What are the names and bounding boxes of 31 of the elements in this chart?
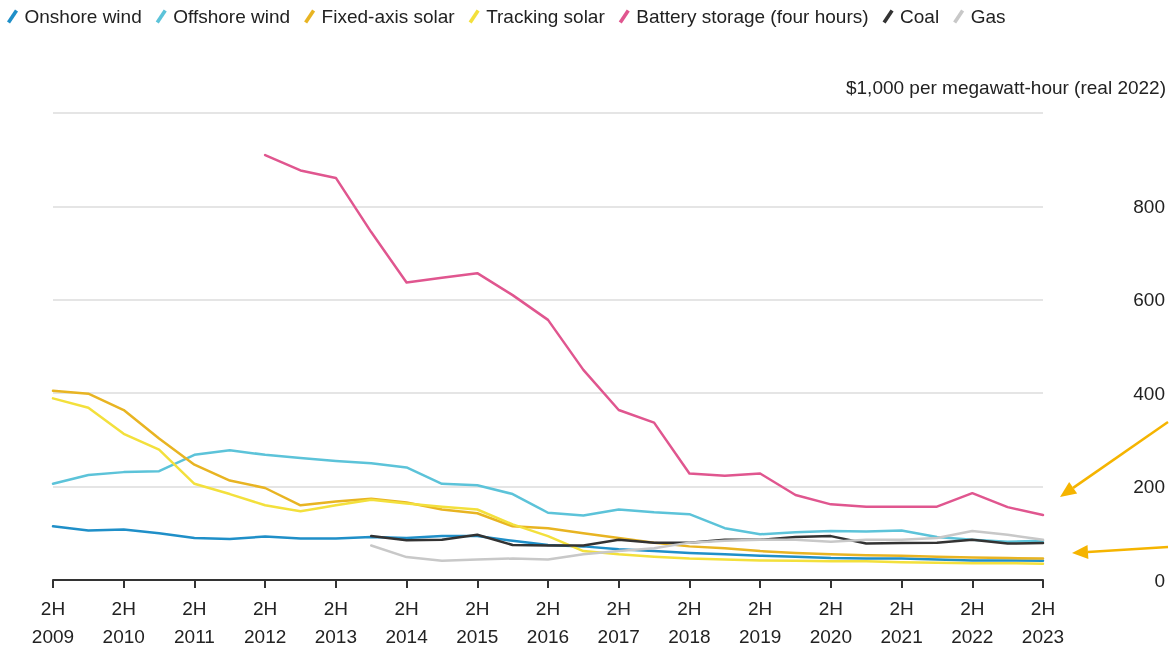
x-tick-label: 2H 2009 (31, 597, 75, 647)
legend-label: Fixed-axis solar (321, 6, 456, 27)
legend-label: Offshore wind (173, 6, 291, 27)
y-tick-label: 800 (1133, 195, 1165, 217)
y-tick-label: 0 (1154, 569, 1165, 591)
y-tick-label: 400 (1133, 382, 1165, 404)
legend-label: Coal (900, 6, 940, 27)
y-axis-title: $1,000 per megawatt-hour (real 2022) (845, 77, 1167, 98)
x-tick-label: 2H 2023 (1021, 597, 1065, 647)
x-tick-label: 2H 2021 (880, 597, 923, 647)
x-tick-label: 2H 2014 (385, 597, 429, 647)
line-series (369, 529, 1045, 563)
legend-label: Battery storage (four hours) (636, 6, 869, 27)
legend-label: Onshore wind (24, 6, 142, 27)
legend-label: Tracking solar (486, 6, 606, 27)
y-tick-label: 200 (1133, 476, 1165, 498)
x-tick-label: 2H 2017 (597, 597, 640, 647)
y-tick-label: 600 (1133, 289, 1165, 311)
x-tick-label: 2H 2019 (739, 597, 782, 647)
x-tick-label: 2H 2012 (244, 597, 287, 647)
x-tick-label: 2H 2022 (951, 597, 994, 647)
x-tick-label: 2H 2018 (668, 597, 711, 647)
x-tick-label: 2H 2016 (526, 597, 570, 647)
x-tick-label: 2H 2015 (456, 597, 499, 647)
x-tick-label: 2H 2011 (174, 597, 215, 647)
line-series (263, 153, 1045, 517)
x-tick-label: 2H 2010 (102, 597, 145, 647)
legend-label: Gas (970, 6, 1006, 27)
x-tick-label: 2H 2020 (809, 597, 852, 647)
line-series (51, 448, 1045, 543)
x-tick-label: 2H 2013 (314, 597, 357, 647)
